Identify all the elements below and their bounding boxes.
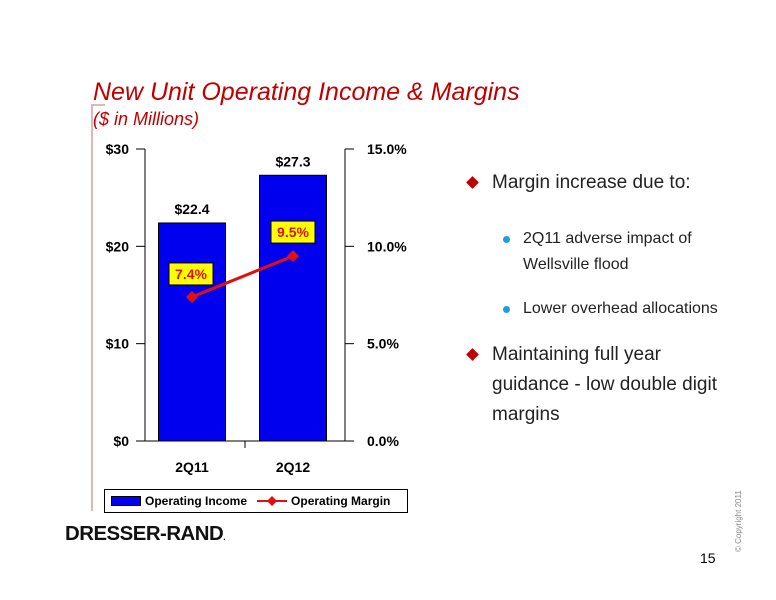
right-tick-label: 10.0% bbox=[367, 238, 407, 254]
margin-point-marker bbox=[287, 250, 299, 263]
legend-bar-swatch bbox=[111, 496, 141, 506]
margin-label-box bbox=[168, 262, 214, 286]
margin-data-label: 7.4% bbox=[175, 266, 207, 282]
slide-subtitle: ($ in Millions) bbox=[93, 109, 200, 129]
left-tick-label: $30 bbox=[106, 141, 130, 157]
dresser-rand-logo: DRESSER-RAND. bbox=[65, 523, 225, 545]
margin-label-box bbox=[270, 220, 316, 244]
diamond-bullet-icon bbox=[466, 348, 479, 361]
dot-bullet-icon bbox=[503, 236, 510, 243]
right-tick-label: 5.0% bbox=[367, 336, 399, 352]
x-category-label: 2Q12 bbox=[276, 459, 310, 475]
dot-bullet-icon bbox=[503, 306, 510, 313]
page-number: 15 bbox=[700, 550, 716, 566]
margin-point-marker bbox=[186, 290, 198, 303]
legend-item-operating-margin: Operating Margin bbox=[253, 494, 390, 508]
margin-data-label: 9.5% bbox=[277, 224, 309, 240]
title-accent-line bbox=[91, 104, 105, 511]
right-tick-label: 0.0% bbox=[367, 433, 399, 449]
chart-legend: Operating Income Operating Margin bbox=[104, 489, 408, 513]
operating-margin-line bbox=[191, 254, 294, 299]
copyright-notice: © Copyright 2011 bbox=[734, 490, 743, 552]
bullet-guidance: Maintaining full year guidance - low dou… bbox=[466, 340, 728, 430]
legend-label-operating-income: Operating Income bbox=[145, 494, 248, 508]
left-tick-label: $0 bbox=[113, 433, 129, 449]
bullet-list: Margin increase due to: 2Q11 adverse imp… bbox=[466, 168, 728, 458]
right-tick-label: 15.0% bbox=[367, 141, 407, 157]
legend-label-operating-margin: Operating Margin bbox=[291, 494, 391, 508]
left-tick-label: $20 bbox=[106, 238, 130, 254]
sub-bullet-adverse-impact: 2Q11 adverse impact of Wellsville flood bbox=[468, 226, 728, 278]
x-category-label: 2Q11 bbox=[175, 459, 209, 475]
slide-title: New Unit Operating Income & Margins bbox=[93, 78, 520, 106]
bullet-margin-increase: Margin increase due to: bbox=[466, 168, 728, 198]
bar-data-label: $22.4 bbox=[174, 201, 209, 217]
legend-line-swatch bbox=[257, 496, 288, 506]
sub-bullet-overhead: Lower overhead allocations bbox=[468, 296, 728, 322]
legend-item-operating-income: Operating Income bbox=[111, 494, 247, 508]
bar-operating-income bbox=[158, 222, 226, 442]
bar-operating-income bbox=[259, 174, 327, 442]
left-tick-label: $10 bbox=[106, 336, 130, 352]
bar-data-label: $27.3 bbox=[275, 153, 310, 169]
diamond-bullet-icon bbox=[466, 176, 479, 189]
income-margin-chart: $0 $10 $20 $30 0.0% 5.0% 10.0% 15.0% $22.4 2Q11 $2… bbox=[106, 141, 408, 475]
